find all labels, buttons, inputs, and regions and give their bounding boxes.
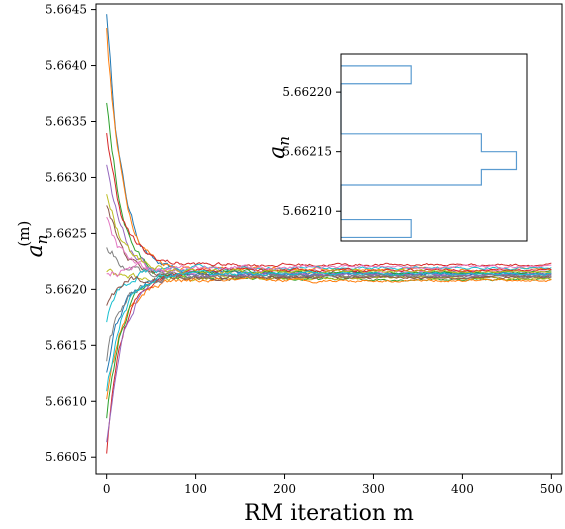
y-axis-label-sub: n	[33, 235, 51, 245]
inset-y-axis-label: an	[265, 136, 293, 159]
main-plot: 0 100 200 300 400 500 5.6605 5.6610 5.6615 5.662…	[15, 3, 563, 526]
inset-plot-frame	[340, 53, 528, 242]
y-axis-label: an(m)	[15, 221, 51, 258]
inset-y-axis-label-sub: n	[275, 136, 293, 146]
series-line	[106, 276, 552, 400]
x-tick-label: 300	[362, 482, 385, 496]
y-tick-label: 5.6610	[45, 394, 87, 408]
x-axis: 0 100 200 300 400 500	[103, 474, 563, 496]
inset-background	[341, 54, 527, 241]
series-layer	[106, 14, 552, 454]
inset-y-tick-label: 5.66215	[282, 145, 332, 159]
main-plot-frame	[95, 3, 563, 475]
y-axis-label-sup: (m)	[15, 221, 33, 247]
y-tick-label: 5.6640	[45, 59, 87, 73]
series-line	[106, 194, 552, 275]
inset-y-axis: 5.66210 5.66215 5.66220	[282, 85, 341, 218]
y-tick-label: 5.6645	[45, 3, 87, 17]
series-line	[106, 273, 552, 362]
x-tick-label: 100	[184, 482, 207, 496]
inset-plot: 5.66210 5.66215 5.66220 an	[265, 53, 528, 242]
y-tick-label: 5.6625	[45, 226, 87, 240]
y-tick-label: 5.6615	[45, 338, 87, 352]
inset-y-tick-label: 5.66210	[282, 204, 332, 218]
x-axis-label: RM iteration m	[244, 501, 414, 526]
x-tick-label: 200	[273, 482, 296, 496]
x-tick-label: 400	[451, 482, 474, 496]
histogram-step-outline	[340, 65, 518, 239]
x-tick-label: 500	[540, 482, 563, 496]
y-tick-label: 5.6620	[45, 282, 87, 296]
series-line	[106, 271, 552, 443]
y-tick-label: 5.6605	[45, 450, 87, 464]
series-line	[106, 268, 552, 419]
series-line	[106, 262, 552, 278]
y-axis: 5.6605 5.6610 5.6615 5.6620 5.6625 5.6630 5.66…	[45, 3, 96, 464]
inset-y-axis-label-base: a	[265, 146, 290, 159]
y-tick-label: 5.6635	[45, 115, 87, 129]
series-line	[106, 270, 552, 392]
y-tick-label: 5.6630	[45, 170, 87, 184]
y-axis-label-base: a	[23, 244, 48, 257]
x-tick-label: 0	[103, 482, 111, 496]
inset-y-tick-label: 5.66220	[282, 85, 332, 99]
series-line	[106, 266, 552, 454]
series-line	[106, 270, 552, 373]
